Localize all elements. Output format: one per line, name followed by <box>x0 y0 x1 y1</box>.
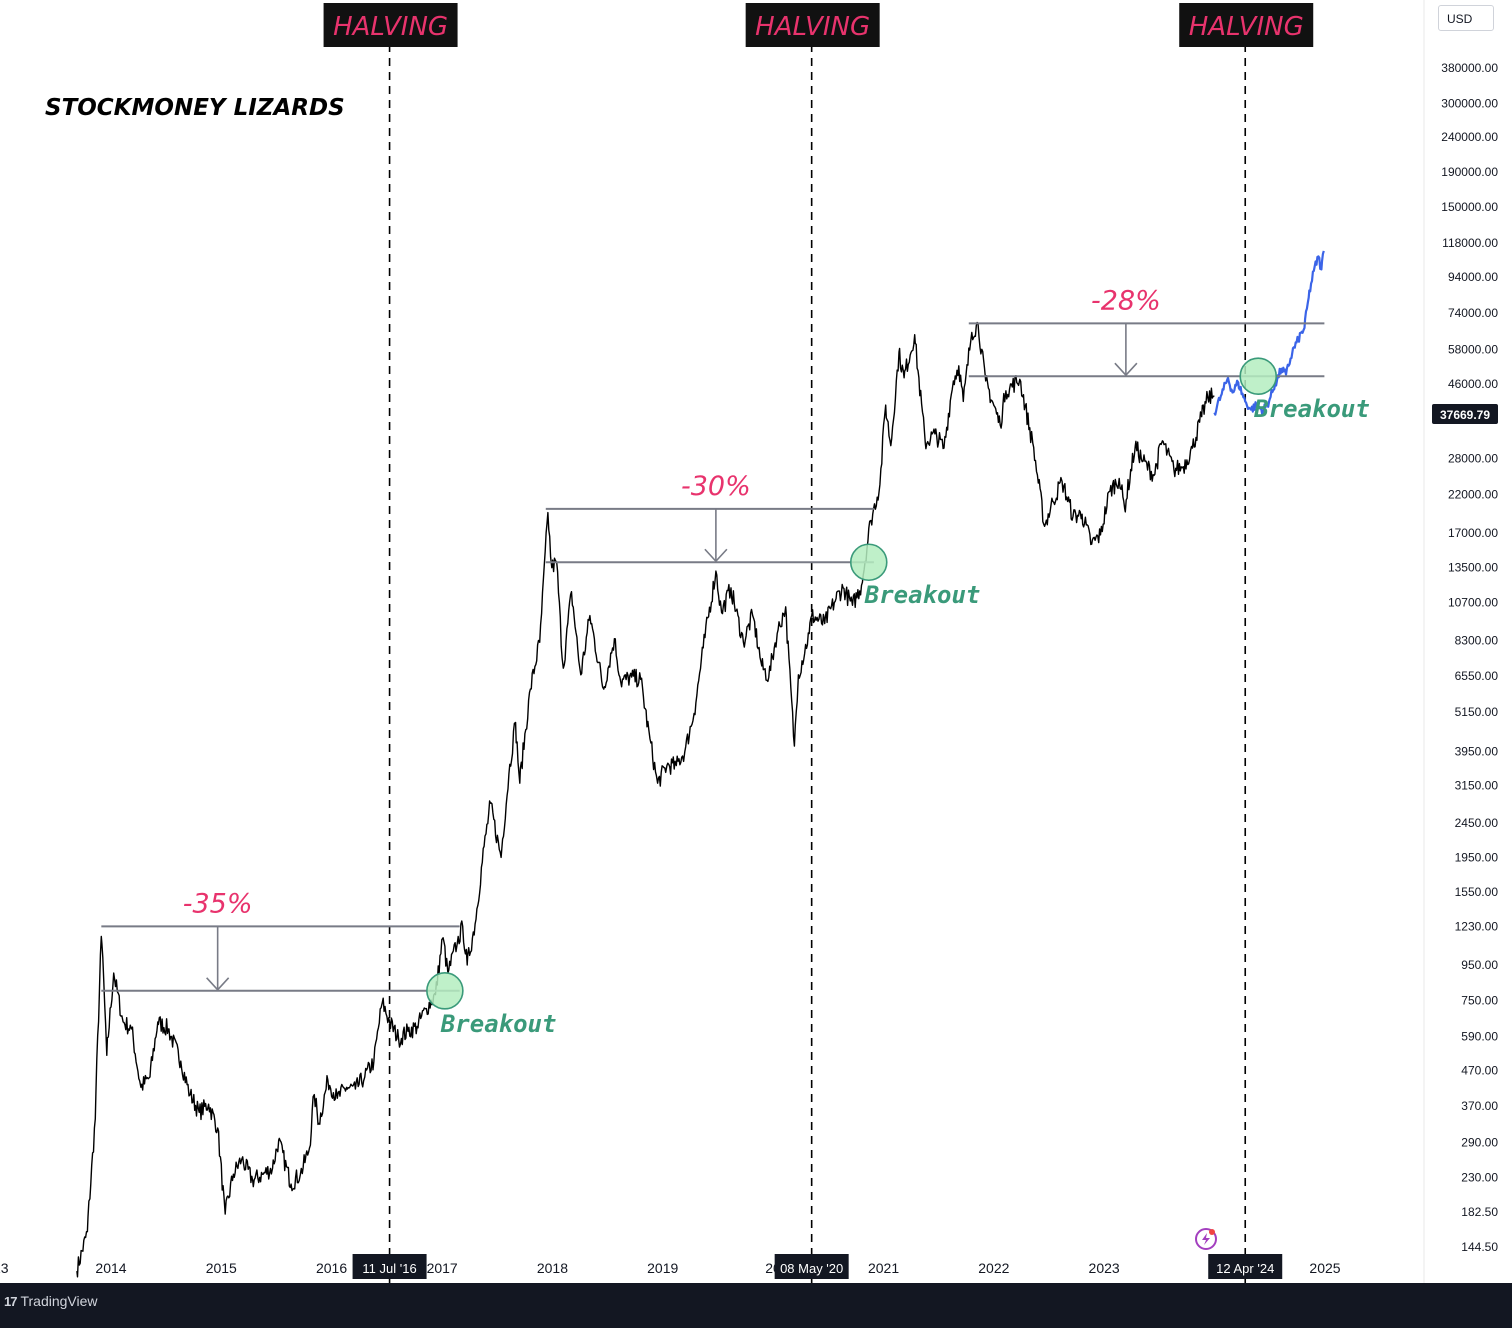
price-axis-tick: 94000.00 <box>1448 270 1498 284</box>
price-axis-tick: 10700.00 <box>1448 595 1498 609</box>
breakout-label-3: Breakout <box>1253 395 1370 423</box>
price-axis-tick: 190000.00 <box>1441 165 1498 179</box>
halving-label-3: HALVING <box>1189 12 1304 42</box>
time-axis[interactable]: 1320142015201620172018201920202120222023… <box>0 1254 1341 1279</box>
price-axis-tick: 5150.00 <box>1455 705 1499 719</box>
price-axis-tick: 58000.00 <box>1448 342 1498 356</box>
price-axis-tick: 2450.00 <box>1455 816 1499 830</box>
price-axis-tick: 300000.00 <box>1441 96 1498 110</box>
price-axis-tick: 1550.00 <box>1455 885 1499 899</box>
price-axis-tick: 3150.00 <box>1455 779 1499 793</box>
last-price-label: 37669.79 <box>1440 408 1490 422</box>
price-axis-tick: 46000.00 <box>1448 377 1498 391</box>
drawdown-label-1: -35% <box>183 888 253 919</box>
drawdown-label-2: -30% <box>681 471 751 502</box>
price-axis-tick: 3950.00 <box>1455 745 1499 759</box>
price-projection-line <box>1213 250 1325 416</box>
time-axis-tick: 2017 <box>427 1260 458 1276</box>
price-axis-tick: 370.00 <box>1461 1099 1498 1113</box>
halving-label-1: HALVING <box>333 12 448 42</box>
price-axis-tick: 13500.00 <box>1448 561 1498 575</box>
drawdown-arrow-head-1 <box>206 977 230 991</box>
time-axis-tick: 2014 <box>95 1260 126 1276</box>
time-axis-tick: 2018 <box>537 1260 568 1276</box>
footer-bar: 17 TradingView <box>0 1283 1512 1328</box>
time-axis-tick: 2021 <box>868 1260 899 1276</box>
price-axis-tick: 230.00 <box>1461 1170 1498 1184</box>
breakout-circle-2 <box>849 543 888 582</box>
price-axis-tick: 590.00 <box>1461 1029 1498 1043</box>
price-history-line <box>76 321 1215 1278</box>
last-price-marker: 37669.79 <box>1432 404 1498 425</box>
halving-date-label-3: 12 Apr '24 <box>1216 1261 1274 1276</box>
tradingview-brand-label: TradingView <box>20 1293 98 1309</box>
time-axis-tick: 2016 <box>316 1260 347 1276</box>
price-axis-tick: 380000.00 <box>1441 61 1498 75</box>
halving-label-bg-3 <box>1179 3 1314 47</box>
breakout-circle-3 <box>1239 357 1278 396</box>
time-axis-tick: 2015 <box>206 1260 237 1276</box>
currency-selector[interactable]: USD <box>1438 5 1494 31</box>
halving-date-label-2: 08 May '20 <box>780 1261 843 1276</box>
price-axis-tick: 8300.00 <box>1455 634 1499 648</box>
breakout-label-1: Breakout <box>440 1010 557 1038</box>
price-axis-tick: 182.50 <box>1461 1205 1498 1219</box>
price-axis-tick: 750.00 <box>1461 993 1498 1007</box>
time-axis-tick: 2022 <box>978 1260 1009 1276</box>
breakout-annotations: Breakout Breakout Breakout <box>426 357 1370 1038</box>
time-axis-tick: 13 <box>0 1260 9 1276</box>
drawdown-arrow-head-3 <box>1114 362 1138 377</box>
price-axis-tick: 17000.00 <box>1448 526 1498 540</box>
price-axis-tick: 28000.00 <box>1448 451 1498 465</box>
price-axis-tick: 118000.00 <box>1442 236 1498 250</box>
price-axis-tick: 150000.00 <box>1441 200 1498 214</box>
halving-date-flag-3 <box>1208 1254 1283 1279</box>
halving-label-bg-2 <box>745 3 880 47</box>
time-axis-tick: 2025 <box>1309 1260 1340 1276</box>
halving-label-2: HALVING <box>755 12 870 42</box>
chart-background <box>0 0 1512 1283</box>
price-series-layer <box>76 250 1325 1278</box>
price-axis-tick: 1230.00 <box>1455 919 1499 933</box>
drawdown-label-3: -28% <box>1091 285 1161 316</box>
breakout-label-2: Breakout <box>864 581 981 609</box>
price-axis-tick: 6550.00 <box>1455 669 1499 683</box>
tradingview-logo[interactable]: 17 TradingView <box>4 1293 98 1309</box>
price-axis-tick: 470.00 <box>1461 1063 1498 1077</box>
tradingview-logo-icon: 17 <box>4 1293 18 1309</box>
halving-date-flag-1 <box>352 1254 427 1279</box>
halving-date-label-1: 11 Jul '16 <box>362 1261 416 1276</box>
watermark-text: STOCKMONEY LIZARDS <box>45 95 345 121</box>
price-axis-tick: 1950.00 <box>1455 850 1499 864</box>
price-axis-tick: 240000.00 <box>1441 130 1498 144</box>
price-axis-tick: 290.00 <box>1461 1136 1498 1150</box>
price-axis-tick: 74000.00 <box>1448 306 1498 320</box>
breakout-circle-1 <box>426 971 464 1010</box>
price-axis-tick: 144.50 <box>1461 1240 1498 1254</box>
alert-bolt-icon[interactable] <box>1195 1228 1217 1250</box>
drawdown-arrow-head-2 <box>704 548 728 563</box>
time-axis-tick: 2019 <box>647 1260 678 1276</box>
price-axis-tick: 950.00 <box>1461 958 1498 972</box>
halving-date-flag-2 <box>774 1254 849 1279</box>
halving-markers: HALVING HALVING HALVING <box>323 3 1314 1283</box>
last-price-badge <box>1432 404 1498 425</box>
price-axis-tick: 22000.00 <box>1448 488 1498 502</box>
halving-label-bg-1 <box>323 3 458 47</box>
time-axis-tick: 2023 <box>1089 1260 1120 1276</box>
price-axis[interactable]: 144.50 182.50 230.00 290.00 370.00 470.00 590.… <box>1441 61 1498 1254</box>
